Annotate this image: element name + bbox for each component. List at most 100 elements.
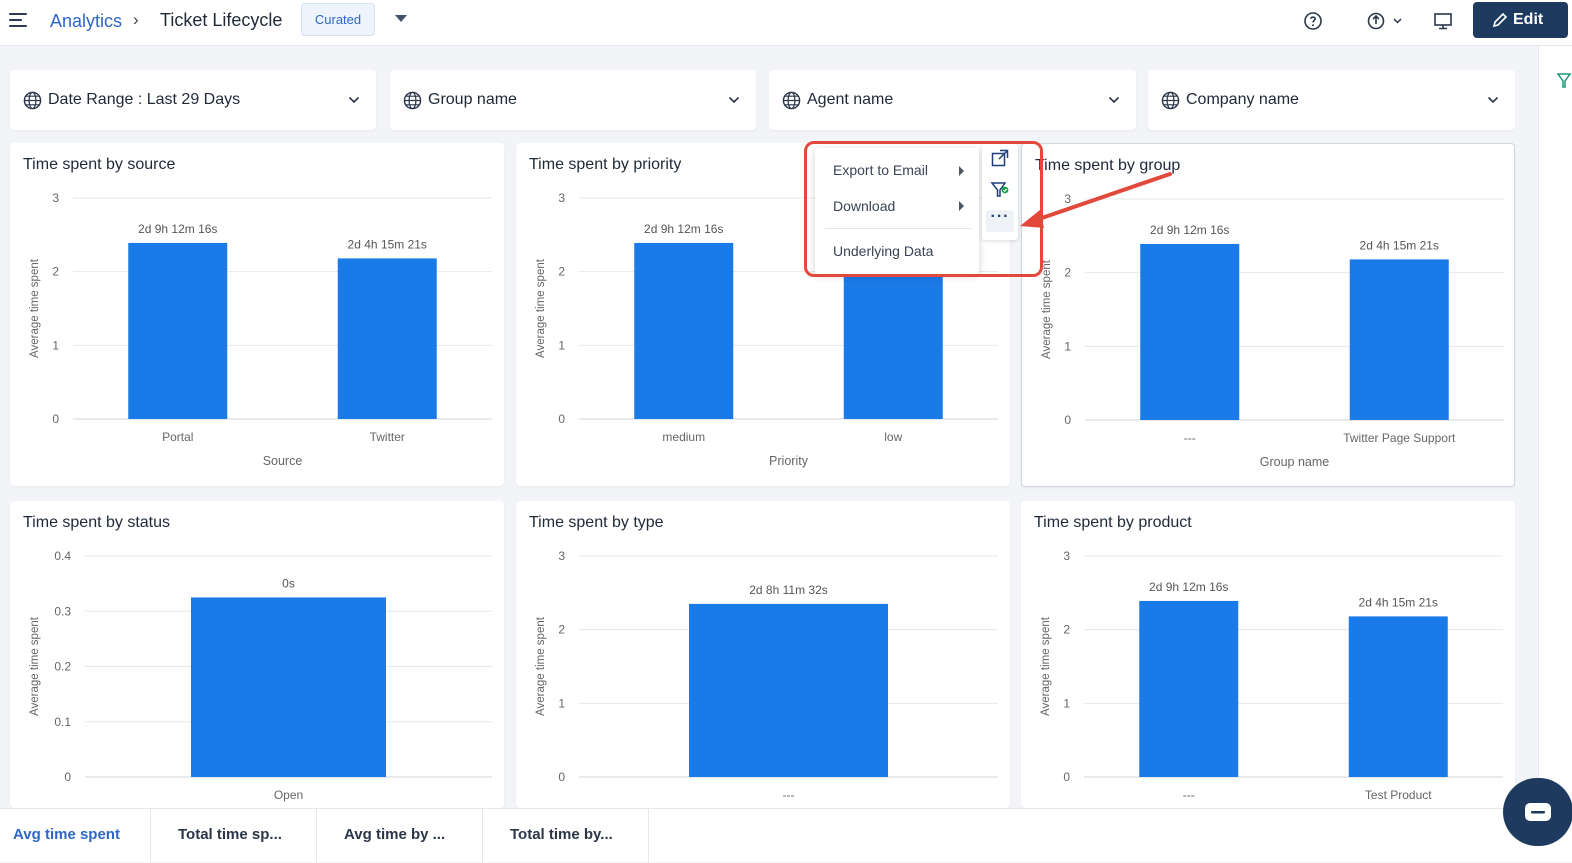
- y-axis-label: Average time spent: [29, 616, 41, 716]
- y-tick-label: 0.2: [54, 660, 71, 674]
- chart-title: Time spent by type: [529, 514, 664, 531]
- report-tabs: Avg time spent Total time sp... Avg time…: [0, 808, 1572, 863]
- bar: [191, 597, 386, 777]
- y-tick-label: 3: [558, 191, 565, 205]
- bar: [1348, 616, 1448, 777]
- x-tick-label: Twitter Page Support: [1343, 431, 1456, 445]
- x-axis-label: Group name: [1260, 455, 1330, 469]
- chart-card-product: Time spent by product 0 1 2 3 Average time s…: [1021, 501, 1515, 808]
- filter-date-range[interactable]: Date Range : Last 29 Days: [10, 70, 376, 130]
- breadcrumb-analytics[interactable]: Analytics: [50, 11, 123, 31]
- expand-icon[interactable]: [990, 148, 1010, 168]
- filter-panel-icon[interactable]: [1557, 72, 1571, 90]
- y-axis-label: Average time spent: [535, 258, 547, 358]
- data-label: 2d 4h 15m 21s: [1360, 238, 1439, 252]
- y-tick-label: 0.4: [54, 549, 71, 563]
- data-label: 2d 4h 15m 21s: [1359, 595, 1438, 609]
- help-icon[interactable]: [1303, 11, 1323, 31]
- title-dropdown-caret-icon[interactable]: [395, 15, 407, 22]
- chart-title: Time spent by status: [23, 514, 171, 531]
- data-label: 2d 8h 11m 32s: [749, 583, 828, 597]
- bar-chart-group: 0 1 2 3 Average time spent 2d 9h 12m 16s --- 2d…: [1041, 192, 1504, 469]
- y-tick-label: 0: [64, 770, 71, 784]
- y-tick-label: 0: [52, 412, 59, 426]
- submenu-arrow-icon: [959, 166, 964, 176]
- y-tick-label: 0: [558, 412, 565, 426]
- chart-card-type: Time spent by type 0 1 2 3 Average time spen…: [516, 501, 1010, 808]
- x-tick-label: medium: [662, 430, 705, 444]
- x-tick-label: ---: [1184, 431, 1196, 445]
- chevron-down-icon: [348, 96, 360, 104]
- x-axis-label: Priority: [769, 454, 809, 468]
- share-export-icon[interactable]: [1366, 11, 1404, 31]
- x-tick-label: Test Product: [1365, 788, 1432, 802]
- y-tick-label: 2: [52, 265, 59, 279]
- y-tick-label: 2: [1063, 623, 1070, 637]
- more-options-icon[interactable]: ···: [986, 209, 1014, 232]
- x-axis-label: Source: [263, 454, 303, 468]
- bar-chart-priority: 0 1 2 3 Average time spent 2d 9h 12m 16s mediu…: [535, 191, 998, 468]
- bar-chart-product: 0 1 2 3 Average time spent 2d 9h 12m 16s --- 2d…: [1040, 549, 1503, 802]
- chevron-down-icon: [1108, 96, 1120, 104]
- filter-check-icon[interactable]: [990, 180, 1010, 200]
- chart-title: Time spent by product: [1034, 514, 1192, 531]
- chart-card-status: Time spent by status 0 0.1 0.2 0.3 0.4 Averag…: [10, 501, 504, 808]
- y-axis-label: Average time spent: [29, 258, 41, 358]
- pencil-icon: [1492, 12, 1508, 28]
- globe-icon: [1161, 91, 1180, 110]
- bar-chart-source: 0 1 2 3 Average time spent 2d 9h 12m 16s Porta…: [29, 191, 492, 468]
- bar: [1139, 600, 1239, 777]
- bar: [1349, 259, 1449, 420]
- menu-item-download[interactable]: Download: [833, 198, 896, 214]
- chat-support-button[interactable]: [1503, 778, 1572, 846]
- filter-group-name[interactable]: Group name: [390, 70, 756, 130]
- menu-item-export-email[interactable]: Export to Email: [833, 162, 928, 178]
- edit-button[interactable]: Edit: [1473, 2, 1568, 38]
- bar: [634, 242, 734, 419]
- filter-label: Company name: [1186, 91, 1299, 108]
- breadcrumb-separator: ›: [133, 10, 139, 29]
- hamburger-menu-icon[interactable]: [9, 13, 27, 27]
- filter-label: Date Range : Last 29 Days: [48, 91, 241, 108]
- bar: [689, 603, 888, 777]
- annotation-arrow-icon: [1020, 172, 1172, 228]
- bar-chart-status: 0 0.1 0.2 0.3 0.4 Average time spent 0s Open: [29, 549, 492, 802]
- y-tick-label: 0.1: [54, 715, 71, 729]
- annotation-highlight-box: [804, 141, 1043, 277]
- menu-divider: [825, 228, 971, 229]
- tab-avg-time-by[interactable]: Avg time by ...: [317, 809, 483, 863]
- data-label: 2d 4h 15m 21s: [348, 237, 427, 251]
- y-tick-label: 0: [558, 770, 565, 784]
- data-label: 2d 9h 12m 16s: [1150, 223, 1229, 237]
- chart-card-group: Time spent by group 0 1 2 3 Average time spe…: [1021, 143, 1515, 487]
- bar: [1140, 243, 1240, 420]
- y-tick-label: 1: [52, 338, 59, 352]
- right-side-panel: [1538, 46, 1572, 808]
- filter-agent-name[interactable]: Agent name: [769, 70, 1136, 130]
- bar: [843, 258, 943, 419]
- data-label: 2d 9h 12m 16s: [138, 222, 217, 236]
- bar: [128, 242, 228, 419]
- tab-avg-time-spent[interactable]: Avg time spent: [0, 809, 151, 863]
- tab-total-time-spent[interactable]: Total time sp...: [151, 809, 317, 863]
- globe-icon: [403, 91, 422, 110]
- chevron-down-icon: [728, 96, 740, 104]
- chart-card-source: Time spent by source 0 1 2 3 Average time sp…: [10, 143, 504, 486]
- y-tick-label: 1: [1063, 696, 1070, 710]
- y-tick-label: 1: [1064, 339, 1071, 353]
- bar-chart-type: 0 1 2 3 Average time spent 2d 8h 11m 32s ---: [535, 549, 998, 802]
- tab-total-time-by[interactable]: Total time by...: [483, 809, 649, 863]
- data-label: 2d 9h 12m 16s: [644, 222, 723, 236]
- y-axis-label: Average time spent: [535, 616, 547, 716]
- chart-action-toolbar: ···: [982, 144, 1018, 240]
- chart-title: Time spent by priority: [529, 156, 682, 173]
- globe-icon: [23, 91, 42, 110]
- filter-label: Group name: [428, 91, 517, 108]
- chart-title: Time spent by source: [23, 156, 176, 173]
- x-tick-label: ---: [783, 788, 795, 802]
- presentation-monitor-icon[interactable]: [1433, 11, 1453, 31]
- y-tick-label: 1: [558, 696, 565, 710]
- y-tick-label: 0: [1063, 770, 1070, 784]
- menu-item-underlying-data[interactable]: Underlying Data: [833, 243, 934, 259]
- filter-company-name[interactable]: Company name: [1148, 70, 1515, 130]
